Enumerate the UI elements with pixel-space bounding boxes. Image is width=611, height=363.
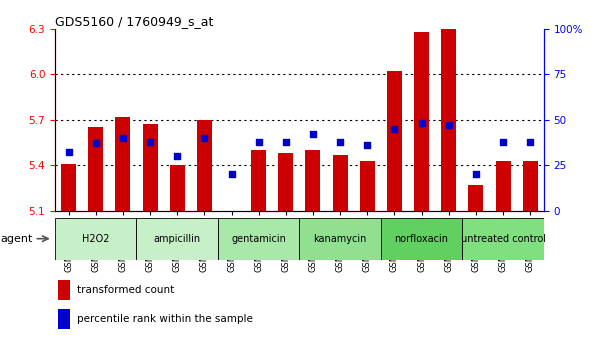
Point (91, 140, 101, 146)
Point (227, 171, 236, 177)
Bar (306, 150, 320, 211)
Text: ampicillin: ampicillin (153, 234, 201, 244)
Point (471, 171, 481, 177)
Bar (279, 153, 293, 211)
Point (145, 139, 155, 144)
Text: agent: agent (0, 234, 32, 244)
Bar (55, 218, 136, 260)
Bar (469, 185, 483, 211)
Bar (441, 29, 456, 211)
Bar (387, 72, 402, 211)
Point (362, 142, 372, 148)
Text: gentamicin: gentamicin (231, 234, 286, 244)
Bar (170, 165, 185, 211)
Text: norfloxacin: norfloxacin (395, 234, 448, 244)
Text: kanamycin: kanamycin (313, 234, 367, 244)
Bar (360, 160, 375, 211)
Bar (88, 127, 103, 211)
Text: percentile rank within the sample: percentile rank within the sample (77, 314, 253, 325)
Point (525, 139, 535, 144)
Point (281, 139, 291, 144)
Point (308, 131, 318, 137)
Bar (523, 160, 538, 211)
Bar (136, 218, 218, 260)
Point (254, 139, 263, 144)
Text: GDS5160 / 1760949_s_at: GDS5160 / 1760949_s_at (55, 15, 213, 28)
Text: H2O2: H2O2 (82, 234, 109, 244)
Point (390, 126, 400, 132)
Text: untreated control: untreated control (461, 234, 546, 244)
Point (335, 139, 345, 144)
Bar (142, 124, 158, 211)
Point (118, 135, 128, 141)
Bar (496, 160, 511, 211)
Bar (218, 218, 299, 260)
Point (444, 122, 453, 128)
Bar (414, 32, 429, 211)
Bar (115, 117, 130, 211)
Bar (59, 309, 70, 329)
Bar (197, 120, 212, 211)
Point (64, 150, 73, 155)
Text: transformed count: transformed count (77, 285, 174, 295)
Point (417, 121, 426, 126)
Point (172, 153, 182, 159)
Bar (251, 150, 266, 211)
Bar (61, 164, 76, 211)
Bar (59, 280, 70, 300)
Bar (299, 218, 381, 260)
Bar (381, 218, 463, 260)
Point (498, 139, 508, 144)
Bar (463, 218, 544, 260)
Bar (332, 155, 348, 211)
Point (199, 135, 209, 141)
